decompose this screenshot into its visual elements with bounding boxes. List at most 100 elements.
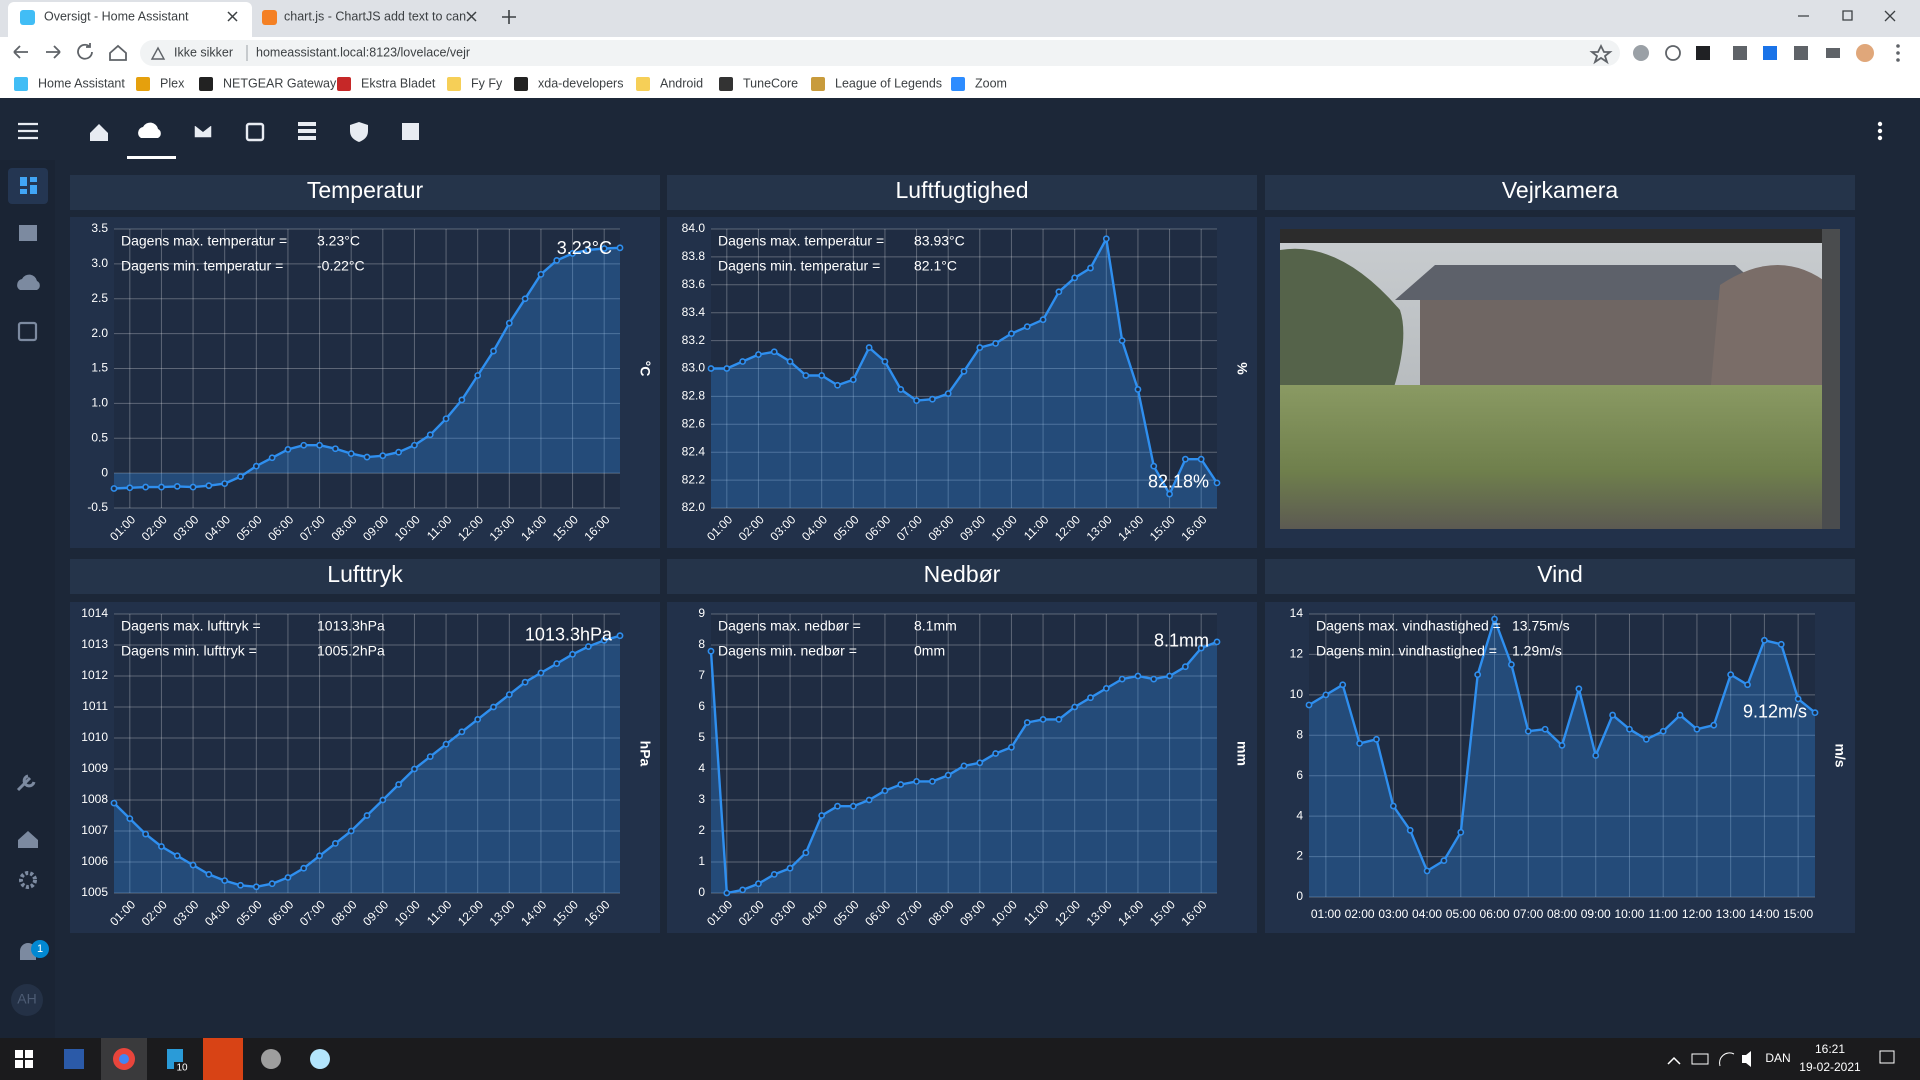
address-bar[interactable]: [140, 40, 1620, 66]
bookmark[interactable]: NETGEAR Gateway: [223, 76, 337, 90]
bookmark[interactable]: Android: [660, 76, 703, 90]
point: [1794, 695, 1802, 703]
forward-button[interactable]: [46, 45, 61, 59]
tab-close[interactable]: [227, 11, 238, 22]
point: [1389, 802, 1397, 810]
camera-image[interactable]: [1280, 229, 1840, 529]
tab-title[interactable]: chart.js - ChartJS add text to can: [284, 9, 466, 23]
bookmark[interactable]: Plex: [160, 76, 185, 90]
point: [537, 270, 545, 278]
badge-bg: [174, 1062, 190, 1074]
y-tick-label: 82.8: [682, 389, 706, 403]
point: [1609, 711, 1616, 719]
home-view[interactable]: [90, 124, 108, 141]
point: [1339, 681, 1347, 689]
settings-nav[interactable]: [19, 871, 37, 889]
point: [770, 871, 778, 878]
point: [723, 889, 731, 897]
tools-nav[interactable]: [16, 774, 36, 792]
calendar-nav[interactable]: [17, 321, 38, 342]
point: [205, 871, 213, 878]
point: [865, 344, 873, 351]
start-button[interactable]: [15, 1050, 33, 1068]
url[interactable]: homeassistant.local:8123/lovelace/vejr: [256, 45, 470, 59]
point: [442, 740, 450, 748]
game-view[interactable]: [402, 123, 419, 140]
calendar-view[interactable]: [245, 122, 265, 142]
tab-title[interactable]: Oversigt - Home Assistant: [44, 9, 189, 23]
plot-area: [114, 614, 620, 893]
point: [1055, 716, 1063, 723]
bookmark[interactable]: League of Legends: [835, 76, 942, 90]
warning-icon: [150, 46, 166, 60]
point: [960, 762, 968, 770]
home-button[interactable]: [109, 44, 127, 61]
point: [1356, 739, 1363, 747]
point: [490, 703, 497, 711]
avatar[interactable]: AH: [17, 991, 36, 1007]
menu-button[interactable]: [18, 122, 38, 140]
point: [126, 484, 134, 492]
overflow-menu[interactable]: [1877, 121, 1883, 141]
y-tick-label: 1007: [81, 823, 108, 837]
bookmark[interactable]: xda-developers: [538, 76, 623, 90]
window-controls[interactable]: [1798, 10, 1896, 22]
tab-favicon: [262, 10, 277, 25]
taskbar-icons: [15, 1038, 1895, 1080]
bookmark-star[interactable]: [1589, 43, 1613, 65]
stat-value: 3.23°C: [317, 233, 360, 249]
point: [126, 815, 134, 822]
point: [1491, 615, 1498, 623]
clock-time[interactable]: 16:21: [1815, 1042, 1845, 1056]
y-tick-label: 0: [1296, 889, 1303, 903]
y-tick-label: 1009: [81, 761, 108, 775]
point: [553, 256, 561, 264]
supervisor-nav[interactable]: [18, 831, 38, 848]
point: [786, 358, 794, 365]
overview-nav[interactable]: [20, 177, 37, 194]
y-tick-label: 83.0: [682, 361, 706, 375]
point: [1659, 727, 1667, 735]
active-tab[interactable]: [8, 2, 252, 37]
point: [616, 244, 624, 252]
bookmark[interactable]: TuneCore: [743, 76, 798, 90]
point: [426, 431, 434, 439]
back-button[interactable]: [13, 45, 28, 59]
reload-button[interactable]: [77, 43, 93, 60]
security-view[interactable]: [350, 122, 368, 142]
y-tick-label: 1012: [81, 668, 108, 682]
current-value: 9.12m/s: [1743, 701, 1807, 721]
point: [442, 415, 450, 423]
app-icon[interactable]: [64, 1049, 84, 1069]
tab-close[interactable]: [466, 11, 477, 22]
point: [363, 812, 371, 819]
point: [347, 450, 355, 457]
language[interactable]: DAN: [1765, 1051, 1790, 1065]
security-label[interactable]: Ikke sikker: [174, 45, 233, 59]
y-tick-label: 8: [698, 637, 705, 651]
clock-date[interactable]: 19-02-2021: [1799, 1060, 1861, 1074]
point: [1710, 721, 1718, 729]
bookmark[interactable]: Zoom: [975, 76, 1007, 90]
bookmark[interactable]: Ekstra Bladet: [361, 76, 436, 90]
y-tick-label: 1014: [81, 606, 108, 620]
point: [1727, 671, 1735, 679]
point: [331, 840, 339, 847]
app-icon[interactable]: [261, 1049, 281, 1069]
bookmark[interactable]: Fy Fy: [471, 76, 503, 90]
mail-view[interactable]: [193, 123, 213, 139]
weather-nav[interactable]: [17, 274, 40, 290]
weather-view[interactable]: [138, 122, 161, 138]
y-tick-label: 3.0: [91, 256, 108, 270]
point: [786, 864, 794, 872]
hacs-nav[interactable]: [19, 225, 37, 241]
bookmark[interactable]: Home Assistant: [38, 76, 125, 90]
x-tick-label: 05:00: [1446, 907, 1476, 921]
y-tick-label: 1.0: [91, 396, 108, 410]
point: [521, 678, 529, 686]
server-view[interactable]: [298, 122, 316, 140]
app-icon[interactable]: [310, 1049, 330, 1069]
stat-label: Dagens max. temperatur =: [718, 233, 884, 249]
plot-area: [1309, 614, 1815, 897]
new-tab[interactable]: [502, 10, 516, 24]
